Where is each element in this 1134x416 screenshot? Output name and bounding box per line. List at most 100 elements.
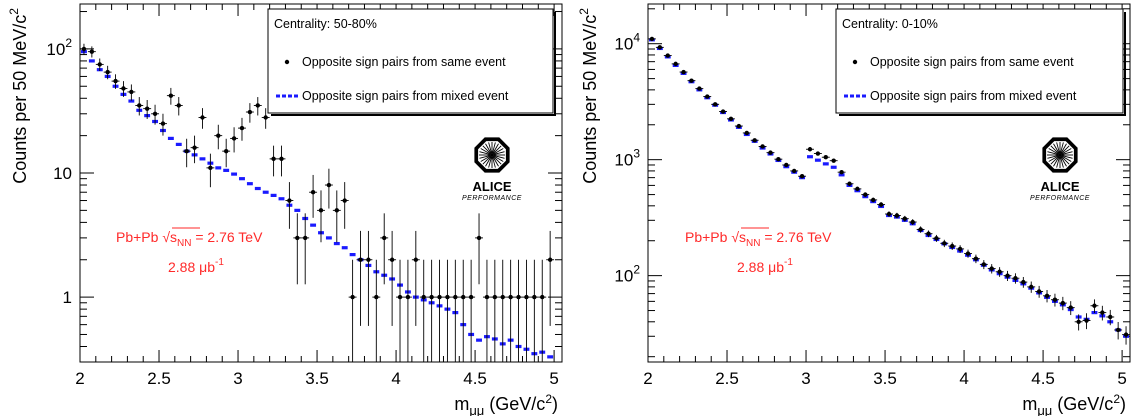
same-event-point <box>1011 273 1020 284</box>
same-event-point <box>908 219 917 226</box>
x-tick-label: 3 <box>801 369 810 388</box>
legend: Centrality: 50-80% Opposite sign pairs fr… <box>267 8 556 116</box>
same-event-point <box>498 259 507 362</box>
same-event-point <box>829 158 838 163</box>
x-tick-label: 3.5 <box>305 369 329 388</box>
legend-box <box>267 8 554 114</box>
logo-text: ALICE <box>473 179 512 194</box>
same-event-point <box>190 135 199 164</box>
same-event-point <box>648 36 656 42</box>
same-event-point <box>1043 290 1051 303</box>
same-event-point <box>813 151 822 156</box>
legend-box <box>835 8 1124 114</box>
same-event-point <box>971 254 980 264</box>
right-panel: 2 2.5 3 3.5 4 4.5 5 102 103 104 mμμ (GeV/c2) Counts… <box>577 3 1131 416</box>
same-event-point <box>451 259 460 362</box>
same-event-point <box>853 186 862 192</box>
same-event-point <box>538 259 547 362</box>
same-event-point <box>798 174 807 179</box>
same-event-point <box>924 230 933 238</box>
same-event-point <box>166 87 175 105</box>
same-event-point <box>238 117 246 141</box>
x-tick-label: 3.5 <box>873 369 897 388</box>
same-event-point <box>419 259 428 362</box>
luminosity-label: 2.88 μb-1 <box>168 257 224 275</box>
same-event-point <box>174 97 183 116</box>
same-event-point <box>293 213 302 285</box>
same-event-point <box>821 155 830 160</box>
same-event-point <box>758 144 767 149</box>
same-event-point <box>332 190 341 243</box>
same-event-point <box>837 169 846 175</box>
same-event-point <box>1106 309 1115 326</box>
logo-text: ALICE <box>1041 179 1080 194</box>
same-event-point <box>356 230 365 326</box>
same-event-point <box>459 259 468 362</box>
x-tick-label: 4.5 <box>1031 369 1055 388</box>
legend-label: Opposite sign pairs from mixed event <box>302 89 509 103</box>
same-event-point <box>490 259 499 362</box>
same-event-point <box>340 182 349 229</box>
same-event-point <box>111 74 120 89</box>
x-tick-label: 3 <box>233 369 242 388</box>
same-event-point <box>1114 321 1123 340</box>
same-event-point <box>964 249 972 258</box>
same-event-point <box>151 104 160 125</box>
same-event-point <box>885 211 893 217</box>
same-event-point <box>135 97 144 116</box>
same-event-point <box>742 130 751 136</box>
y-axis-title: Counts per 50 MeV/c2 <box>577 8 600 184</box>
same-event-point <box>734 123 743 129</box>
same-event-point <box>182 138 191 168</box>
same-event-point <box>774 156 783 162</box>
x-tick-label: 5 <box>1117 369 1126 388</box>
same-event-point <box>127 84 136 101</box>
same-event-point <box>530 259 539 362</box>
same-event-point <box>782 162 791 168</box>
data-layer <box>648 36 1130 345</box>
y-tick-label: 104 <box>614 31 640 54</box>
same-event-point <box>285 182 294 229</box>
same-event-point <box>845 181 854 186</box>
same-event-point <box>703 94 712 99</box>
legend-label: Opposite sign pairs from mixed event <box>870 89 1077 103</box>
same-event-point <box>372 259 381 362</box>
same-event-point <box>766 150 775 155</box>
same-event-point <box>790 168 799 174</box>
data-layer <box>80 43 555 362</box>
same-event-point <box>309 174 318 218</box>
same-event-point <box>261 108 270 129</box>
collision-system-label: Pb+Pb √sNN = 2.76 TeV <box>116 229 263 249</box>
same-event-point <box>695 86 704 91</box>
same-event-point <box>995 267 1004 277</box>
same-event-point <box>1098 305 1107 321</box>
same-event-point <box>663 53 672 58</box>
same-event-point <box>869 197 878 203</box>
same-event-point <box>979 260 988 270</box>
same-event-point <box>1074 314 1083 331</box>
same-event-point <box>443 259 452 362</box>
same-event-point <box>1058 296 1067 311</box>
same-event-point <box>467 259 476 362</box>
same-event-point <box>506 259 515 362</box>
same-event-point <box>719 109 728 114</box>
same-event-point <box>403 259 412 362</box>
centrality-label: Centrality: 50-80% <box>274 17 377 31</box>
same-event-point <box>806 147 814 152</box>
same-event-point <box>1082 313 1091 330</box>
same-event-point <box>546 230 555 326</box>
x-tick-label: 2.5 <box>715 369 739 388</box>
x-axis-title: mμμ (GeV/c2) <box>454 392 558 416</box>
same-event-point <box>940 239 949 248</box>
y-tick-label: 102 <box>614 263 640 286</box>
same-event-point <box>214 124 223 150</box>
plot-frame <box>647 3 1131 363</box>
same-event-point <box>727 116 735 122</box>
same-event-point <box>317 190 325 243</box>
same-event-point <box>143 99 152 119</box>
same-event-point <box>1050 293 1059 307</box>
